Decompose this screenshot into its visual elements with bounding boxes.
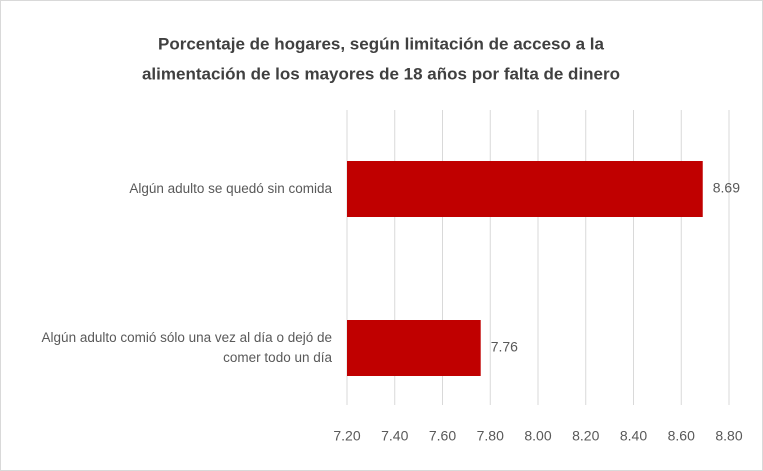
category-label: Algún adulto se quedó sin comida xyxy=(129,181,332,196)
chart-title: alimentación de los mayores de 18 años p… xyxy=(142,64,620,83)
x-tick-label: 8.60 xyxy=(668,428,695,444)
x-tick-label: 7.40 xyxy=(381,428,408,444)
data-label: 7.76 xyxy=(491,339,518,355)
x-tick-label: 7.60 xyxy=(429,428,456,444)
x-tick-label: 8.00 xyxy=(524,428,551,444)
bar xyxy=(347,161,703,217)
x-tick-label: 7.20 xyxy=(333,428,360,444)
bar xyxy=(347,320,481,376)
x-tick-label: 7.80 xyxy=(477,428,504,444)
data-label: 8.69 xyxy=(713,180,740,196)
category-label: Algún adulto comió sólo una vez al día o… xyxy=(41,330,332,365)
x-tick-label: 8.40 xyxy=(620,428,647,444)
x-tick-label: 8.80 xyxy=(715,428,742,444)
chart-title: Porcentaje de hogares, según limitación … xyxy=(158,34,604,53)
x-tick-label: 8.20 xyxy=(572,428,599,444)
